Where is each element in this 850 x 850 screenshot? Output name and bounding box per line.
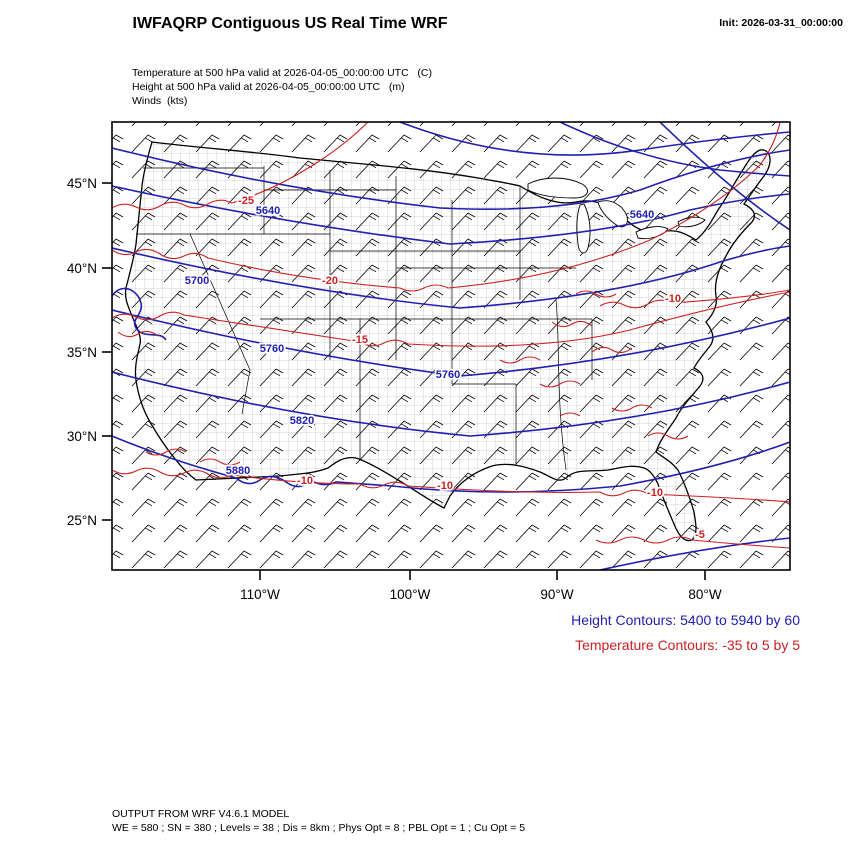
height-contour-5880: [112, 435, 790, 493]
page-title: IWFAQRP Contiguous US Real Time WRF: [133, 15, 448, 32]
lake-erie: [635, 226, 669, 240]
height-contour-5820: [112, 371, 790, 437]
height-contours: [112, 122, 790, 570]
x-tick-label: 90°W: [540, 587, 573, 602]
temp-squiggle: [611, 404, 653, 412]
temperature-label: -20: [322, 275, 338, 287]
y-tick-label: 25°N: [67, 513, 97, 528]
height-contour-5700: [112, 245, 790, 309]
init-time-label: Init: 2026-03-31_00:00:00: [719, 17, 843, 29]
lake-huron: [597, 200, 628, 228]
footer-config-line: WE = 580 ; SN = 380 ; Levels = 38 ; Dis …: [112, 822, 525, 834]
temp-contour-neg25: [112, 122, 369, 211]
height-contour-5940: [599, 537, 790, 570]
temperature-label: -5: [695, 529, 705, 541]
contour-legend: Height Contours: 5400 to 5940 by 60 Temp…: [571, 612, 800, 653]
footer-model-line: OUTPUT FROM WRF V4.6.1 MODEL: [112, 808, 289, 820]
temp-contour-neg20: [112, 122, 781, 292]
temp-contour-neg10-north: [599, 289, 790, 309]
height-legend-text: Height Contours: 5400 to 5940 by 60: [571, 612, 800, 628]
height-label: 5640: [630, 209, 654, 221]
field-info-winds: Winds (kts): [132, 95, 187, 107]
height-contour: [112, 147, 790, 210]
height-label: 5760: [260, 343, 284, 355]
contour-label-layer: 5640 5640 5700 5760 5760 5820 5880 -25 -…: [183, 193, 707, 543]
y-tick-label: 30°N: [67, 429, 97, 444]
map-area: 5640 5640 5700 5760 5760 5820 5880 -25 -…: [112, 122, 790, 570]
temp-squiggle: [145, 448, 187, 456]
lake-michigan: [576, 203, 591, 254]
x-axis: 110°W 100°W 90°W 80°W: [240, 570, 722, 602]
map-frame: [111, 121, 791, 571]
temperature-legend-text: Temperature Contours: -35 to 5 by 5: [575, 637, 800, 653]
temperature-label: -10: [297, 475, 313, 487]
y-tick-label: 35°N: [67, 345, 97, 360]
temp-squiggle: [499, 356, 541, 364]
temp-squiggle: [117, 330, 159, 338]
temperature-label: -10: [647, 487, 663, 499]
temp-contour-neg10-south: [112, 467, 790, 503]
field-info-block: Temperature at 500 hPa valid at 2026-04-…: [132, 67, 432, 107]
height-contour-5640: [112, 185, 790, 245]
state-boundaries: [136, 166, 593, 471]
y-tick-label: 45°N: [67, 176, 97, 191]
temperature-label: -10: [437, 480, 453, 492]
y-axis: 45°N 40°N 35°N 30°N 25°N: [67, 176, 112, 528]
height-label: 5880: [226, 465, 250, 477]
temp-squiggle: [551, 320, 593, 328]
field-info-temperature: Temperature at 500 hPa valid at 2026-04-…: [132, 67, 432, 79]
height-contour-5760: [112, 309, 790, 377]
height-contour: [659, 122, 790, 231]
temp-squiggle: [539, 380, 581, 388]
height-label: 5760: [436, 369, 460, 381]
temp-squiggle: [647, 432, 689, 440]
footer-block: OUTPUT FROM WRF V4.6.1 MODEL WE = 580 ; …: [112, 808, 525, 834]
us-outline: [124, 141, 771, 542]
state-line: [189, 233, 251, 415]
temp-contour-neg15: [112, 291, 790, 347]
temp-squiggle: [199, 458, 241, 466]
height-label: 5820: [290, 415, 314, 427]
x-tick-label: 100°W: [390, 587, 431, 602]
temp-squiggle: [591, 346, 633, 354]
y-tick-label: 40°N: [67, 261, 97, 276]
height-label: 5700: [185, 275, 209, 287]
state-line: [555, 299, 567, 471]
state-line: [452, 383, 517, 466]
x-tick-label: 80°W: [688, 587, 721, 602]
field-info-height: Height at 500 hPa valid at 2026-04-05_00…: [132, 81, 405, 93]
temp-squiggle: [575, 290, 617, 298]
lake-ontario: [677, 216, 706, 228]
x-tick-label: 110°W: [240, 587, 280, 602]
temperature-label: -15: [352, 334, 368, 346]
great-lakes: [527, 177, 706, 254]
lake-superior: [527, 177, 588, 199]
temperature-label: -25: [238, 195, 254, 207]
temperature-label: -10: [665, 293, 681, 305]
temperature-contours: [112, 122, 790, 549]
temp-squiggle: [559, 412, 581, 417]
temp-contour-neg5: [595, 536, 790, 549]
height-label: 5640: [256, 205, 280, 217]
